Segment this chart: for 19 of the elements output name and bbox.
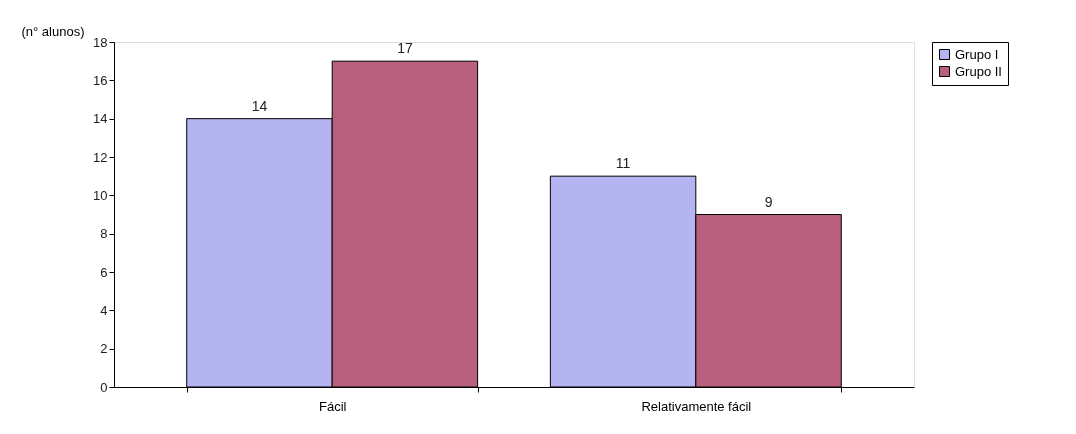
y-tick-label: 8 [100,226,108,242]
data-label: 9 [764,193,773,210]
x-tick-label: Relativamente fácil [641,398,752,414]
y-tick-label: 10 [93,187,108,203]
data-label: 14 [251,97,268,114]
y-tick-label: 12 [93,149,108,165]
data-label: 11 [615,155,631,172]
y-tick-label: 14 [93,111,108,127]
y-tick-label: 6 [100,264,108,280]
y-tick-label: 0 [100,379,108,395]
data-label: 17 [397,40,413,57]
y-tick-label: 2 [100,341,108,357]
y-axis-title: (n° alunos) [21,23,85,39]
y-tick-label: 18 [93,34,108,50]
x-tick-label: Fácil [318,398,347,414]
y-tick-label: 4 [100,302,108,318]
y-tick-label: 16 [93,72,108,88]
legend-label: Grupo II [955,63,1002,79]
legend-label: Grupo I [955,46,999,62]
